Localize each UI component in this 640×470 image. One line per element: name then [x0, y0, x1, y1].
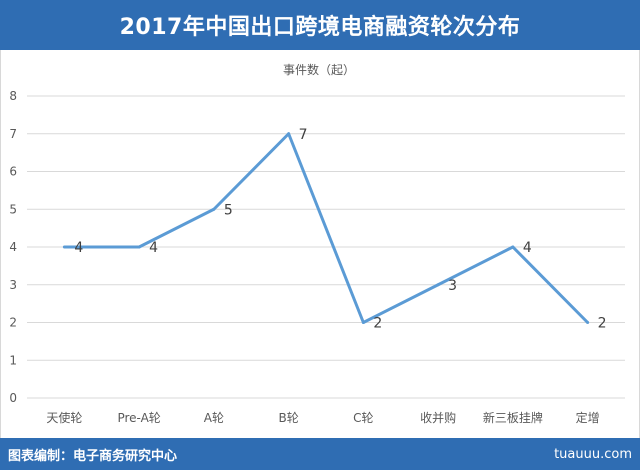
y-tick-label: 2	[9, 316, 17, 330]
footer-bar: 图表编制：电子商务研究中心 tuauuu.com	[0, 438, 640, 470]
x-tick-label: A轮	[204, 411, 224, 425]
y-tick-label: 7	[9, 127, 17, 141]
footer-credit: 图表编制：电子商务研究中心	[8, 448, 178, 464]
x-tick-label: B轮	[279, 411, 299, 425]
y-tick-label: 1	[9, 353, 17, 367]
data-labels: 4 4 5 7 2 3 4 2	[74, 127, 606, 332]
data-label: 4	[149, 240, 158, 256]
data-point	[212, 207, 216, 211]
x-tick-labels: 天使轮 Pre-A轮 A轮 B轮 C轮 收并购 新三板挂牌 定增	[46, 410, 599, 425]
series-line	[64, 132, 589, 324]
data-point	[586, 321, 590, 324]
data-label: 4	[74, 240, 83, 256]
y-tick-label: 5	[9, 202, 17, 216]
y-tick-label: 0	[9, 391, 17, 405]
watermark: tuauuu.com	[554, 446, 632, 462]
y-tick-label: 3	[9, 278, 17, 292]
chart-title: 2017年中国出口跨境电商融资轮次分布	[119, 15, 521, 40]
data-label: 4	[523, 240, 532, 256]
y-axis-unit-label: 事件数（起）	[283, 62, 355, 77]
data-label: 7	[299, 127, 308, 143]
x-tick-label: 天使轮	[46, 410, 82, 425]
data-point	[137, 245, 141, 249]
data-point	[511, 245, 515, 249]
data-label: 2	[373, 316, 382, 332]
data-point	[361, 321, 365, 324]
data-point	[287, 132, 291, 136]
data-label: 2	[598, 316, 607, 332]
x-tick-label: C轮	[353, 411, 373, 425]
plot-area: 事件数（起） 0 1 2 3 4 5 6 7 8 天使轮 Pre-A轮 A轮 B轮 C轮 收并购 新三板挂牌…	[0, 50, 640, 438]
data-label: 3	[448, 278, 457, 294]
x-tick-label: Pre-A轮	[117, 411, 160, 425]
data-label: 5	[224, 202, 233, 218]
series-layer	[62, 132, 590, 324]
data-point	[62, 245, 66, 249]
y-tick-label: 6	[9, 165, 17, 179]
line-chart: 事件数（起） 0 1 2 3 4 5 6 7 8 天使轮 Pre-A轮 A轮 B轮 C轮 收并购 新三板挂牌…	[9, 62, 625, 425]
header-bar: 2017年中国出口跨境电商融资轮次分布	[0, 0, 640, 50]
x-tick-label: 收并购	[420, 410, 456, 425]
x-tick-label: 定增	[576, 410, 600, 425]
y-tick-label: 8	[9, 89, 17, 103]
y-tick-labels: 0 1 2 3 4 5 6 7 8	[9, 89, 17, 405]
data-point	[436, 283, 440, 287]
x-tick-label: 新三板挂牌	[483, 410, 543, 425]
y-tick-label: 4	[9, 240, 17, 254]
